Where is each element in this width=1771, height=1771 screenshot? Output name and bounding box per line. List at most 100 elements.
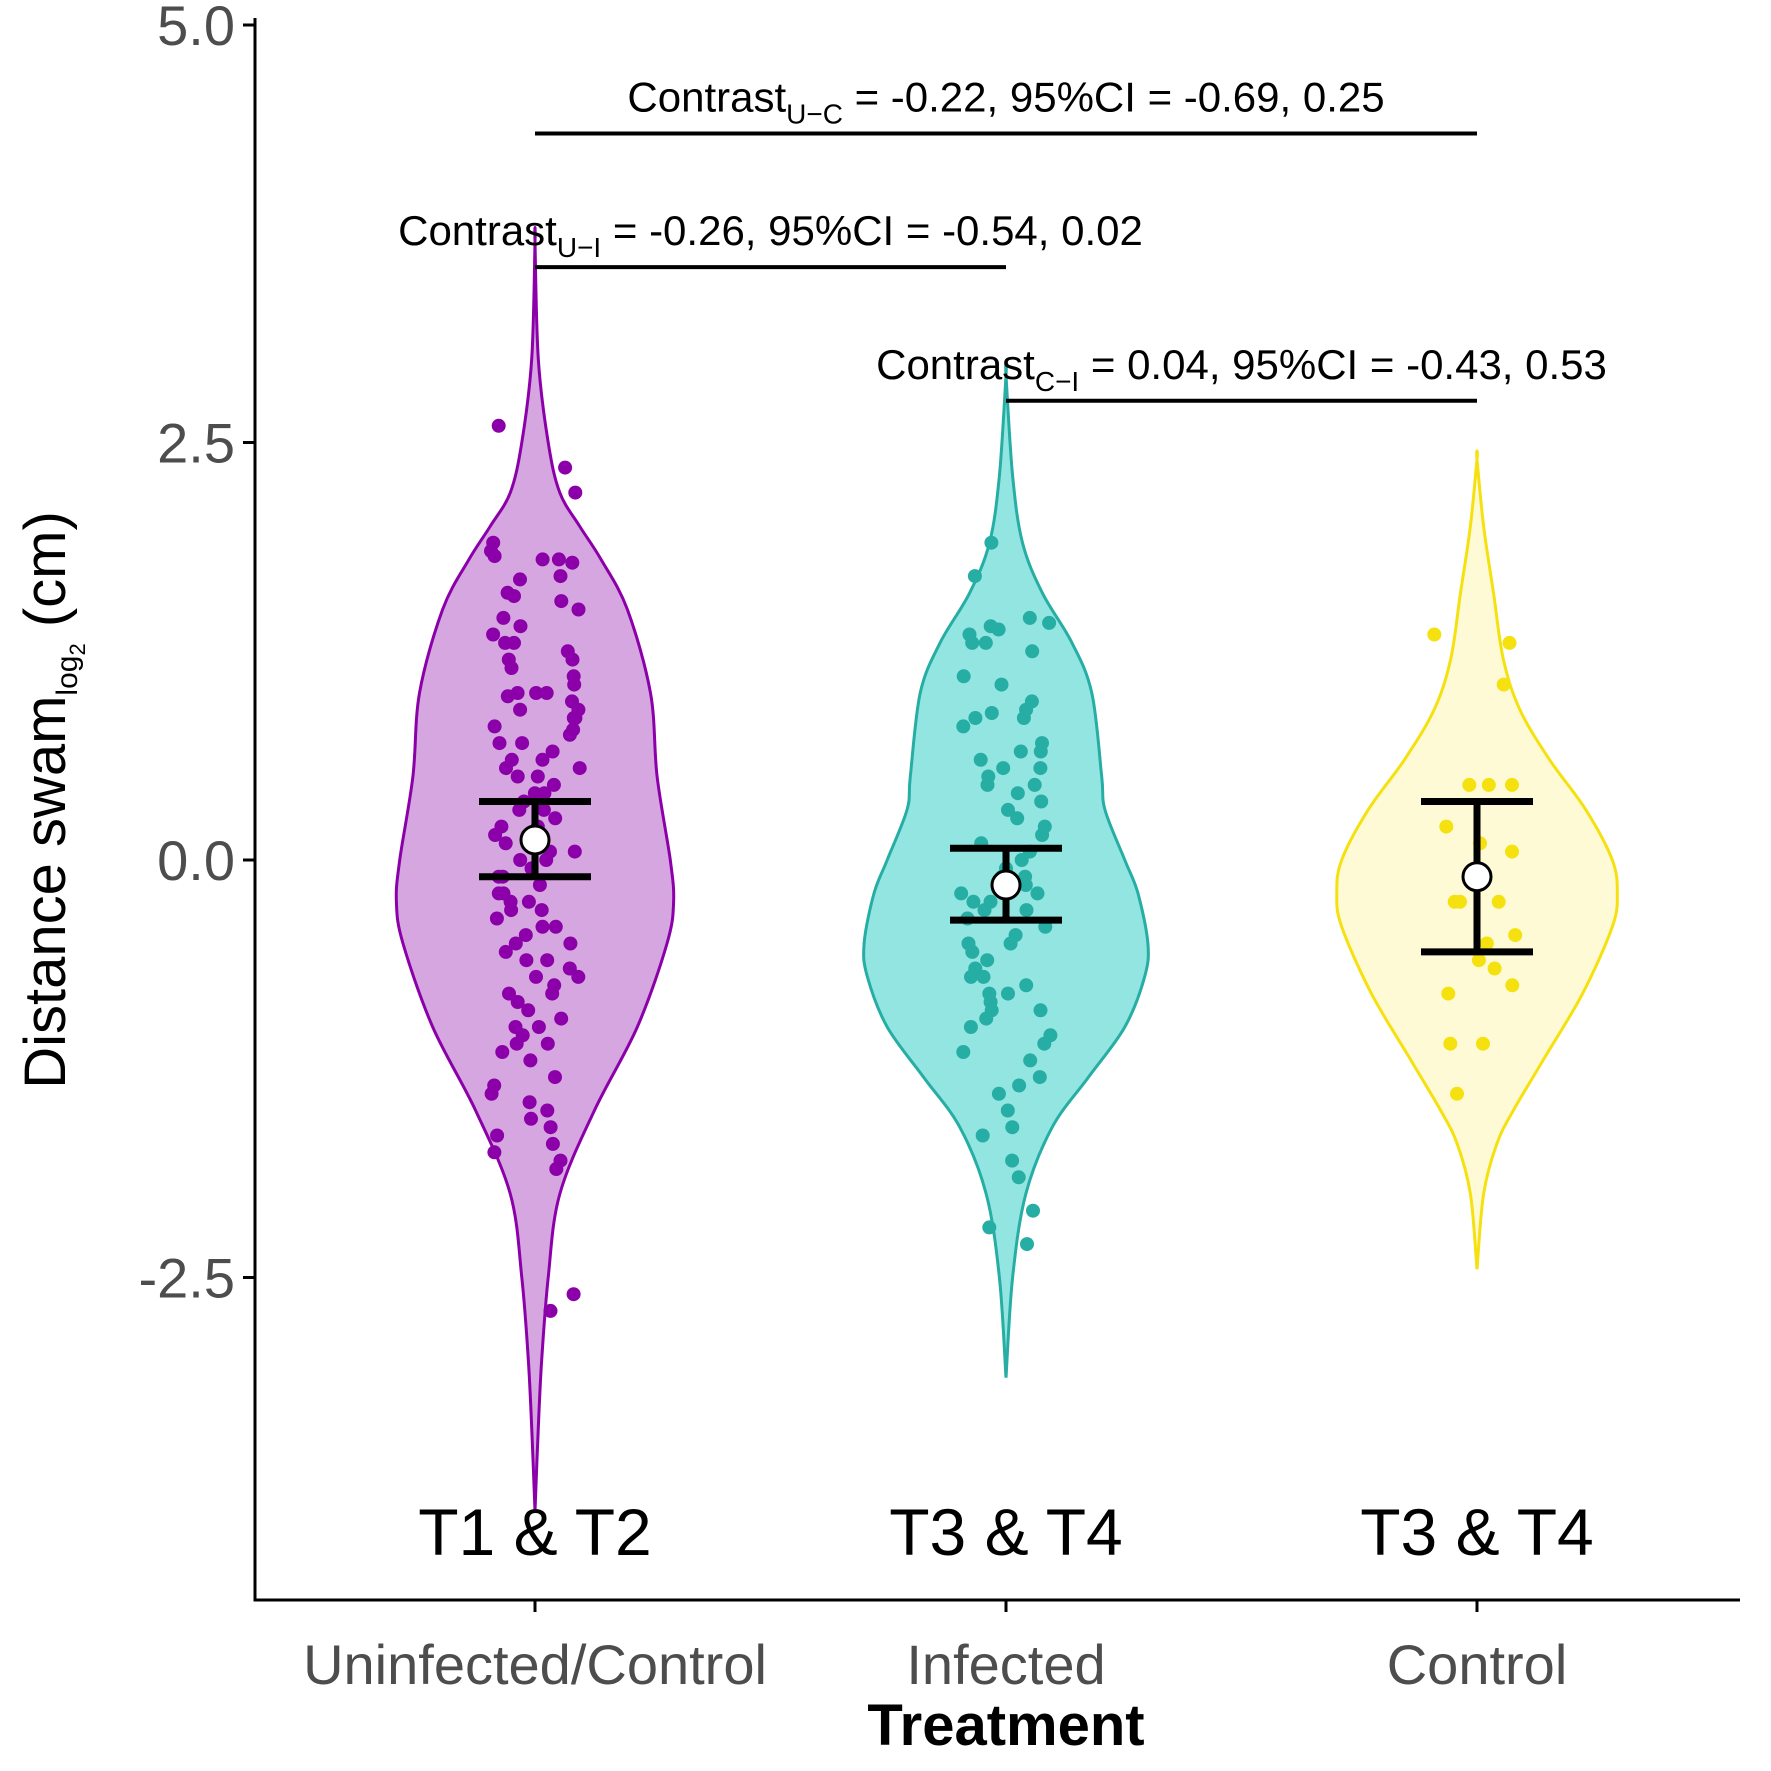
data-point xyxy=(1000,1103,1015,1118)
contrast-annotations: ContrastU−C = -0.22, 95%CI = -0.69, 0.25… xyxy=(398,74,1607,403)
data-point xyxy=(968,711,983,725)
data-point xyxy=(1022,610,1037,625)
data-point xyxy=(513,853,528,867)
data-point xyxy=(979,1011,994,1026)
data-point xyxy=(994,677,1009,692)
data-point xyxy=(1471,953,1486,968)
data-point xyxy=(1005,1120,1020,1135)
data-point xyxy=(529,686,544,700)
y-tick-label: 0.0 xyxy=(157,829,235,892)
data-point xyxy=(1003,936,1018,951)
data-point xyxy=(984,535,999,550)
data-point xyxy=(563,936,578,951)
data-point xyxy=(1001,986,1015,1001)
data-point xyxy=(566,1287,581,1302)
data-point xyxy=(963,1020,978,1034)
data-point xyxy=(536,802,551,817)
data-point xyxy=(543,1120,558,1135)
data-point xyxy=(502,986,516,1001)
data-point xyxy=(522,1095,537,1110)
data-point xyxy=(531,1020,546,1034)
data-point xyxy=(535,919,550,934)
violins-layer xyxy=(394,225,1619,1512)
data-point xyxy=(1033,744,1048,759)
data-point xyxy=(495,1045,510,1059)
data-point xyxy=(1016,711,1031,725)
data-point xyxy=(487,549,502,564)
data-point xyxy=(1491,894,1506,909)
violin-group xyxy=(394,225,676,1512)
data-point xyxy=(543,1303,558,1318)
data-point xyxy=(539,686,554,700)
period-label: T3 & T4 xyxy=(889,1495,1123,1569)
data-point xyxy=(519,953,534,968)
data-point xyxy=(548,811,563,826)
data-point xyxy=(965,635,980,650)
data-point xyxy=(1012,1078,1027,1093)
violin-group xyxy=(1335,449,1619,1270)
data-point xyxy=(1005,1153,1020,1168)
period-label: T1 & T2 xyxy=(418,1495,652,1569)
data-point xyxy=(973,752,988,767)
data-point xyxy=(1476,1036,1490,1051)
data-point xyxy=(1427,627,1442,642)
data-point xyxy=(504,661,519,675)
data-point xyxy=(492,736,507,751)
data-point xyxy=(1447,894,1462,909)
data-point xyxy=(513,572,527,587)
data-point xyxy=(1023,1053,1038,1068)
data-point xyxy=(991,1086,1006,1101)
data-point xyxy=(554,1011,569,1026)
y-tick-label: -2.5 xyxy=(139,1247,236,1310)
data-point xyxy=(1496,677,1511,692)
data-point xyxy=(568,485,583,500)
data-point xyxy=(527,786,542,801)
data-point xyxy=(510,769,525,784)
data-point xyxy=(500,689,515,704)
mean-marker xyxy=(1461,861,1493,893)
data-point xyxy=(539,853,554,867)
contrast-annotation: ContrastU−C = -0.22, 95%CI = -0.69, 0.25 xyxy=(535,74,1477,136)
data-point xyxy=(956,669,971,684)
data-point xyxy=(489,911,504,926)
data-point xyxy=(1443,1036,1458,1051)
data-point xyxy=(546,777,561,792)
data-point xyxy=(1439,819,1454,834)
data-point xyxy=(1502,635,1517,650)
data-point xyxy=(1481,777,1496,792)
data-point xyxy=(529,969,543,984)
data-point xyxy=(1505,777,1519,792)
data-point xyxy=(504,903,519,918)
data-point xyxy=(540,1103,555,1118)
data-point xyxy=(978,635,993,650)
data-point xyxy=(1462,777,1477,792)
data-point xyxy=(496,610,511,625)
data-point xyxy=(498,944,513,959)
mean-marker xyxy=(990,869,1022,901)
data-point xyxy=(1033,761,1048,776)
data-point xyxy=(562,961,577,976)
data-point xyxy=(1035,828,1050,842)
data-point xyxy=(1011,1170,1026,1185)
data-point xyxy=(1042,615,1057,630)
data-point xyxy=(535,752,550,767)
data-point xyxy=(524,1111,538,1126)
contrast-label: ContrastU−I = -0.26, 95%CI = -0.54, 0.02 xyxy=(398,207,1143,263)
data-point xyxy=(545,744,560,759)
period-labels: T1 & T2 T3 & T4 T3 & T4 xyxy=(418,1495,1594,1569)
data-point xyxy=(551,552,566,567)
data-point xyxy=(534,903,549,918)
data-point xyxy=(548,919,563,934)
data-point xyxy=(1032,1070,1047,1085)
data-point xyxy=(1013,744,1028,759)
data-point xyxy=(566,711,581,725)
data-point xyxy=(545,1136,560,1151)
data-point xyxy=(1001,802,1015,817)
y-tick-label: 2.5 xyxy=(157,412,235,475)
y-ticks: 5.0 2.5 0.0 -2.5 xyxy=(139,0,255,1310)
data-point xyxy=(484,1086,499,1101)
data-point xyxy=(521,1003,536,1018)
data-point xyxy=(977,903,992,918)
period-label: T3 & T4 xyxy=(1360,1495,1594,1569)
data-point xyxy=(1027,777,1042,792)
